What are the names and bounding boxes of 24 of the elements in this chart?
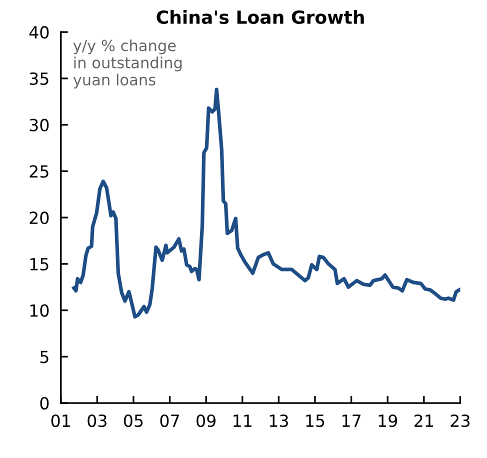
x-tick-label: 19 [378, 414, 398, 428]
line-series [72, 88, 460, 319]
y-tick-label: 40 [29, 26, 49, 39]
chart-title: China's Loan Growth [156, 10, 364, 24]
annotation: y/y % change in outstanding yuan loans [73, 39, 182, 88]
y-tick-label: 0 [40, 397, 49, 410]
x-tick-label: 09 [196, 414, 216, 428]
x-tick-label: 15 [306, 414, 324, 428]
y-tick-label: 25 [30, 165, 48, 178]
x-tick-label: 17 [342, 414, 360, 427]
x-tick-label: 03 [88, 414, 106, 428]
x-tick-label: 23 [450, 414, 470, 428]
y-tick-label: 30 [30, 118, 49, 132]
y-tick-label: 20 [30, 212, 49, 224]
x-tick-label: 05 [124, 414, 143, 428]
x-tick-label: 21 [414, 414, 433, 427]
x-tick-label: 01 [51, 414, 70, 428]
x-tick-label: 11 [234, 414, 252, 427]
x-tick-label: 13 [270, 414, 288, 428]
x-tick-label: 07 [160, 414, 179, 428]
y-tick-label: 35 [30, 72, 48, 85]
y-tick-label: 10 [30, 304, 49, 317]
y-tick-label: 5 [40, 350, 48, 364]
y-tick-label: 15 [30, 258, 48, 270]
